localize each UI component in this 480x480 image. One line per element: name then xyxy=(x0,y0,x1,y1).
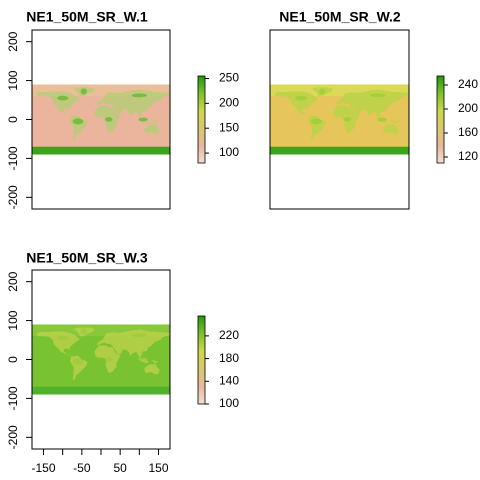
x-tick-label: -50 xyxy=(73,461,91,475)
y-tick-label: 200 xyxy=(6,271,20,291)
legend-tick-label: 100 xyxy=(219,396,239,410)
raster-feature xyxy=(105,357,113,362)
y-tick-label: -200 xyxy=(6,425,20,449)
y-tick-label: -100 xyxy=(6,386,20,410)
legend-tick-label: 150 xyxy=(219,120,239,134)
legend-tick-label: 200 xyxy=(458,101,478,115)
legend-colorbar xyxy=(437,76,444,163)
raster-feature xyxy=(343,117,351,122)
legend-tick-label: 100 xyxy=(219,145,239,159)
legend-tick-label: 120 xyxy=(458,149,478,163)
y-tick-label: 0 xyxy=(6,116,20,123)
antarctica-band xyxy=(32,147,170,155)
y-tick-label: 100 xyxy=(6,310,20,330)
panel-1 xyxy=(26,30,209,209)
raster-feature xyxy=(57,96,69,101)
raster-feature xyxy=(377,118,386,122)
panel-3 xyxy=(26,270,209,455)
raster-feature xyxy=(139,358,148,362)
legend-colorbar xyxy=(198,76,205,163)
y-tick-label: -100 xyxy=(6,146,20,170)
raster-feature xyxy=(295,96,307,101)
legend-tick-label: 140 xyxy=(219,373,239,387)
panel-2 xyxy=(270,30,448,209)
raster-feature xyxy=(81,328,87,334)
raster-feature xyxy=(105,117,113,122)
raster-feature xyxy=(319,88,325,94)
legend-colorbar xyxy=(198,316,205,404)
legend-tick-label: 220 xyxy=(219,328,239,342)
legend-tick-label: 160 xyxy=(458,125,478,139)
x-tick-label: 50 xyxy=(113,461,127,475)
raster-feature xyxy=(132,333,147,337)
x-tick-label: -150 xyxy=(31,461,55,475)
y-tick-label: 100 xyxy=(6,70,20,90)
x-tick-label: 150 xyxy=(148,461,168,475)
y-tick-label: -200 xyxy=(6,185,20,209)
panel-title: NE1_50M_SR_W.3 xyxy=(26,250,148,266)
raster-feature xyxy=(139,118,148,122)
panel-title: NE1_50M_SR_W.2 xyxy=(279,9,401,25)
raster-feature xyxy=(57,336,69,341)
legend-tick-label: 250 xyxy=(219,71,239,85)
raster-feature xyxy=(370,93,385,97)
legend-tick-label: 200 xyxy=(219,96,239,110)
antarctica-band xyxy=(270,147,409,155)
raster-feature xyxy=(132,93,147,97)
raster-feature xyxy=(81,88,87,94)
y-tick-label: 0 xyxy=(6,356,20,363)
antarctica-band xyxy=(32,387,170,395)
y-tick-label: 200 xyxy=(6,31,20,51)
raster-feature xyxy=(73,358,84,364)
raster-feature xyxy=(311,118,322,124)
legend-tick-label: 240 xyxy=(458,77,478,91)
raster-feature xyxy=(73,118,84,124)
legend-tick-label: 180 xyxy=(219,351,239,365)
panel-title: NE1_50M_SR_W.1 xyxy=(26,9,148,25)
